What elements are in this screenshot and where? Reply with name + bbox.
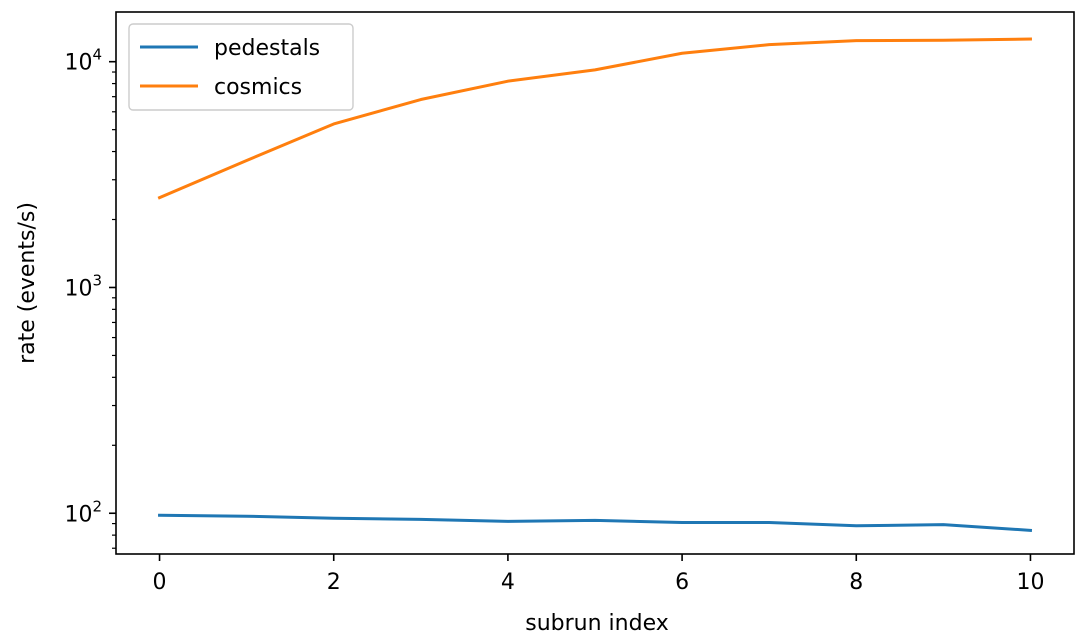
x-axis-label: subrun index — [525, 611, 668, 636]
y-axis-label: rate (events/s) — [15, 202, 40, 364]
y-tick-label-100: 102 — [64, 497, 102, 527]
y-tick-label-base: 10 — [64, 51, 92, 76]
y-tick-label-base: 10 — [64, 502, 92, 527]
series-line-pedestals — [158, 513, 1033, 532]
legend-label-cosmics: cosmics — [214, 75, 302, 100]
axes-frame — [115, 11, 1075, 555]
x-tick-label-8: 8 — [849, 570, 863, 595]
x-axis: 0 2 4 6 8 10 — [153, 554, 1044, 595]
x-tick-label-2: 2 — [327, 570, 341, 595]
legend: pedestals cosmics — [128, 23, 354, 111]
legend-label-pedestals: pedestals — [214, 36, 320, 61]
y-tick-label-exponent: 4 — [92, 46, 102, 64]
x-tick-label-6: 6 — [675, 570, 689, 595]
y-tick-label-10000: 104 — [64, 46, 102, 76]
y-tick-label-exponent: 3 — [92, 271, 102, 289]
series-line-cosmics — [157, 37, 1032, 200]
x-tick-label-10: 10 — [1016, 570, 1044, 595]
y-tick-label-1000: 103 — [64, 271, 102, 301]
y-tick-label-exponent: 2 — [92, 497, 102, 515]
y-tick-label-base: 10 — [64, 276, 92, 301]
x-tick-label-0: 0 — [153, 570, 167, 595]
plot-area — [157, 37, 1033, 532]
x-tick-label-4: 4 — [501, 570, 515, 595]
